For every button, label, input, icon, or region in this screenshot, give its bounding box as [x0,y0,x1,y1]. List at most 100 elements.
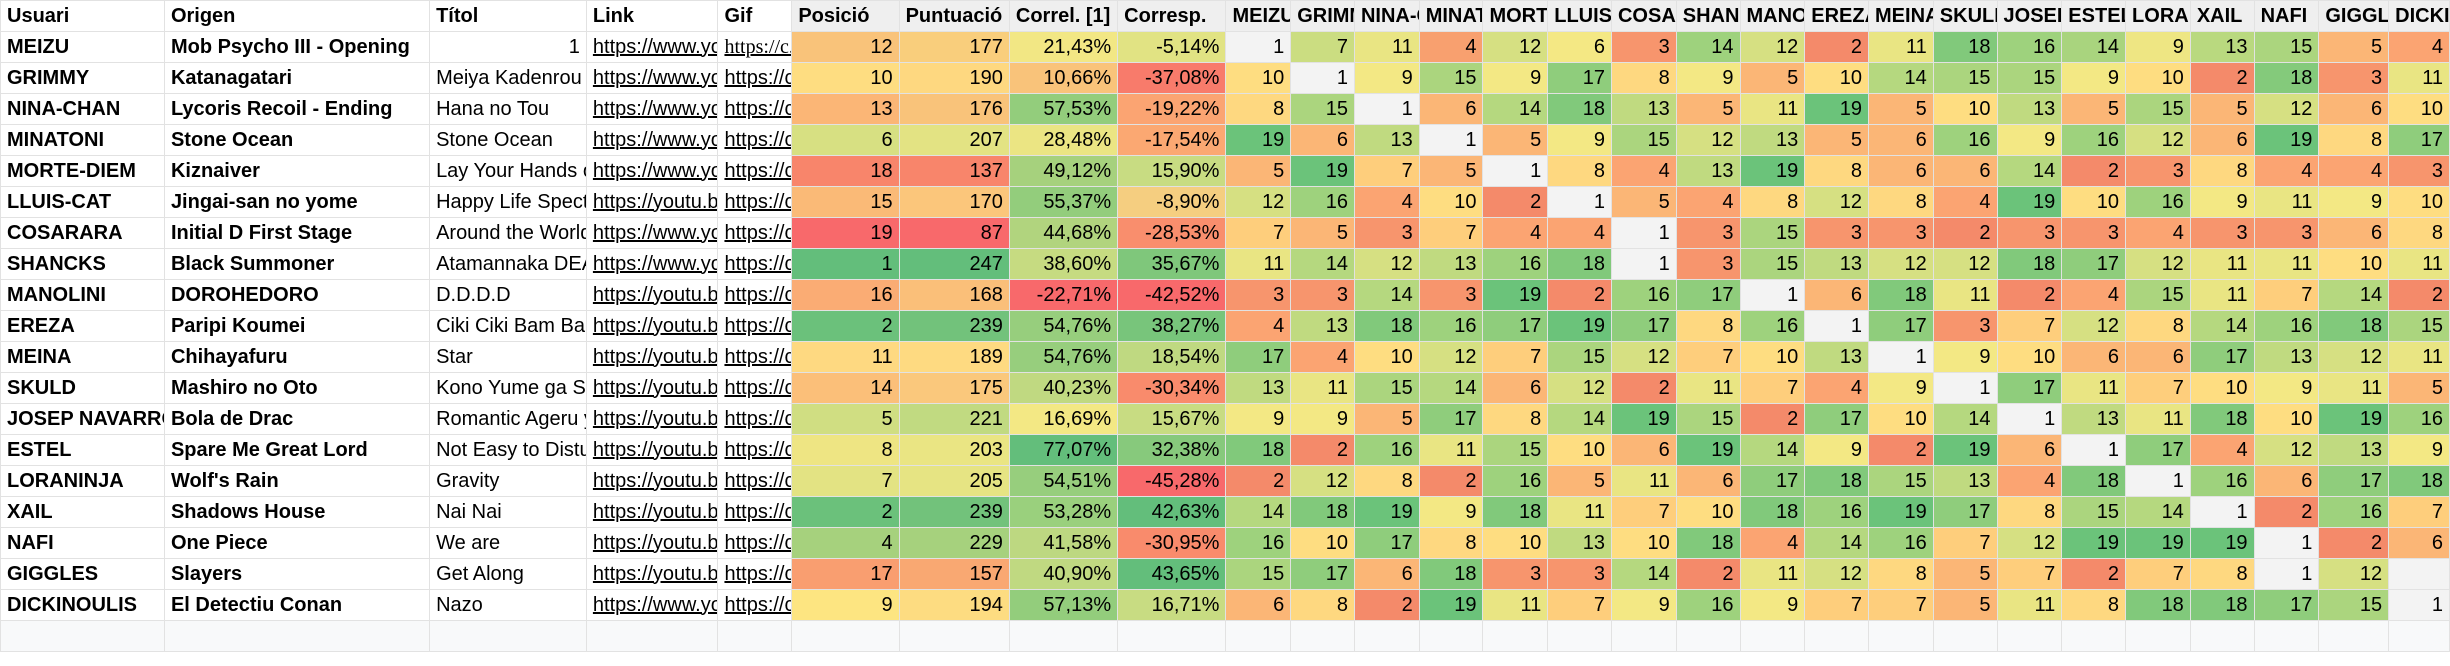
vote-cell[interactable]: 11 [2388,248,2450,280]
vote-cell[interactable]: 13 [1932,465,1998,497]
vote-cell[interactable]: 11 [1353,31,1420,63]
origin-cell[interactable]: Katanagatari [163,62,431,94]
vote-cell[interactable]: 13 [1996,93,2063,125]
gif-cell[interactable]: https://c.tenor.com [717,496,793,528]
vote-cell[interactable]: 6 [2388,527,2450,559]
vote-cell[interactable]: 11 [2061,372,2127,404]
vote-cell[interactable]: 12 [2318,558,2390,590]
vote-cell[interactable]: 18 [1482,496,1549,528]
vote-cell[interactable]: 17 [2253,589,2320,621]
title-cell[interactable]: Nazo [429,589,587,621]
vote-cell[interactable]: 15 [2125,93,2191,125]
vote-cell[interactable]: 3 [1610,31,1677,63]
score-cell[interactable]: 168 [898,279,1010,311]
vote-cell[interactable]: 17 [2388,124,2450,156]
vote-cell[interactable]: 12 [1804,186,1870,218]
vote-cell[interactable]: 9 [1547,124,1612,156]
vote-cell[interactable]: 1 [2253,527,2320,559]
empty-cell[interactable] [1739,620,1806,652]
position-cell[interactable]: 16 [791,279,900,311]
origin-cell[interactable]: DOROHEDORO [163,279,431,311]
vote-cell[interactable]: 11 [2253,248,2320,280]
vote-cell[interactable]: 2 [2388,279,2450,311]
vote-cell[interactable]: 8 [1675,310,1741,342]
column-header[interactable]: JOSEP NAVARRO [1996,0,2063,32]
vote-cell[interactable]: 12 [1996,527,2063,559]
vote-cell[interactable]: 7 [1353,155,1420,187]
vote-cell[interactable]: 13 [2189,31,2255,63]
vote-cell[interactable]: 18 [2189,589,2255,621]
vote-cell[interactable]: 3 [2125,155,2191,187]
vote-cell[interactable]: 19 [2125,527,2191,559]
user-cell[interactable]: DICKINOULIS [0,589,165,621]
vote-cell[interactable]: 9 [1610,589,1677,621]
origin-cell[interactable]: Stone Ocean [163,124,431,156]
vote-cell[interactable]: 16 [1290,186,1355,218]
column-header[interactable]: ESTEL [2061,0,2127,32]
vote-cell[interactable]: 12 [1675,124,1741,156]
title-cell[interactable]: Atamannaka DEAD END [429,248,587,280]
vote-cell[interactable]: 6 [1547,31,1612,63]
vote-cell[interactable]: 3 [1290,279,1355,311]
origin-cell[interactable]: Spare Me Great Lord [163,434,431,466]
vote-cell[interactable]: 19 [1418,589,1484,621]
vote-cell[interactable]: 10 [1675,496,1741,528]
vote-cell[interactable]: 11 [1482,589,1549,621]
vote-cell[interactable]: 7 [1675,341,1741,373]
vote-cell[interactable]: 14 [1868,62,1934,94]
vote-cell[interactable]: 4 [2189,434,2255,466]
vote-cell[interactable]: 15 [1739,217,1806,249]
vote-cell[interactable]: 18 [2253,62,2320,94]
vote-cell[interactable]: 16 [1739,310,1806,342]
vote-cell[interactable]: 3 [1482,558,1549,590]
link-cell[interactable]: https://youtu.be [585,186,719,218]
vote-cell[interactable]: 15 [2061,496,2127,528]
column-header[interactable]: MINATONI [1418,0,1484,32]
column-header[interactable]: MEINA [1868,0,1934,32]
vote-cell[interactable]: 16 [1482,465,1549,497]
user-cell[interactable]: MINATONI [0,124,165,156]
vote-cell[interactable]: 2 [1868,434,1934,466]
vote-cell[interactable]: 7 [2388,496,2450,528]
title-cell[interactable]: Around the World [429,217,587,249]
vote-cell[interactable]: 11 [2125,403,2191,435]
vote-cell[interactable]: 8 [1225,93,1292,125]
vote-cell[interactable]: 19 [1675,434,1741,466]
vote-cell[interactable]: 13 [1418,248,1484,280]
vote-cell[interactable]: 2 [2189,62,2255,94]
vote-cell[interactable]: 1 [1610,217,1677,249]
vote-cell[interactable]: 11 [2318,372,2390,404]
user-cell[interactable]: MEINA [0,341,165,373]
correlation-cell[interactable]: 28,48% [1008,124,1119,156]
correspondence-cell[interactable]: -42,52% [1117,279,1227,311]
empty-cell[interactable] [1675,620,1741,652]
title-cell[interactable]: Hana no Tou [429,93,587,125]
vote-cell[interactable]: 14 [1675,31,1741,63]
column-header[interactable]: Origen [163,0,431,32]
vote-cell[interactable]: 7 [1996,310,2063,342]
title-cell[interactable]: Stone Ocean [429,124,587,156]
correlation-cell[interactable]: 55,37% [1008,186,1119,218]
vote-cell[interactable]: 9 [1804,434,1870,466]
vote-cell[interactable]: 16 [1610,279,1677,311]
link-cell[interactable]: https://www.youtube.com [585,217,719,249]
vote-cell[interactable]: 5 [1290,217,1355,249]
vote-cell[interactable]: 10 [1804,62,1870,94]
link-cell[interactable]: https://www.youtube.com [585,155,719,187]
score-cell[interactable]: 177 [898,31,1010,63]
vote-cell[interactable]: 19 [2061,527,2127,559]
vote-cell[interactable]: 1 [2253,558,2320,590]
empty-cell[interactable] [1932,620,1998,652]
vote-cell[interactable]: 11 [1739,93,1806,125]
gif-cell[interactable]: https://c.tenor.com [717,217,793,249]
vote-cell[interactable]: 1 [1996,403,2063,435]
vote-cell[interactable]: 18 [2061,465,2127,497]
vote-cell[interactable]: 1 [1739,279,1806,311]
vote-cell[interactable]: 10 [1610,527,1677,559]
vote-cell[interactable]: 5 [1610,186,1677,218]
score-cell[interactable]: 229 [898,527,1010,559]
vote-cell[interactable]: 19 [1610,403,1677,435]
vote-cell[interactable]: 18 [1290,496,1355,528]
vote-cell[interactable]: 8 [2189,155,2255,187]
vote-cell[interactable]: 18 [1675,527,1741,559]
